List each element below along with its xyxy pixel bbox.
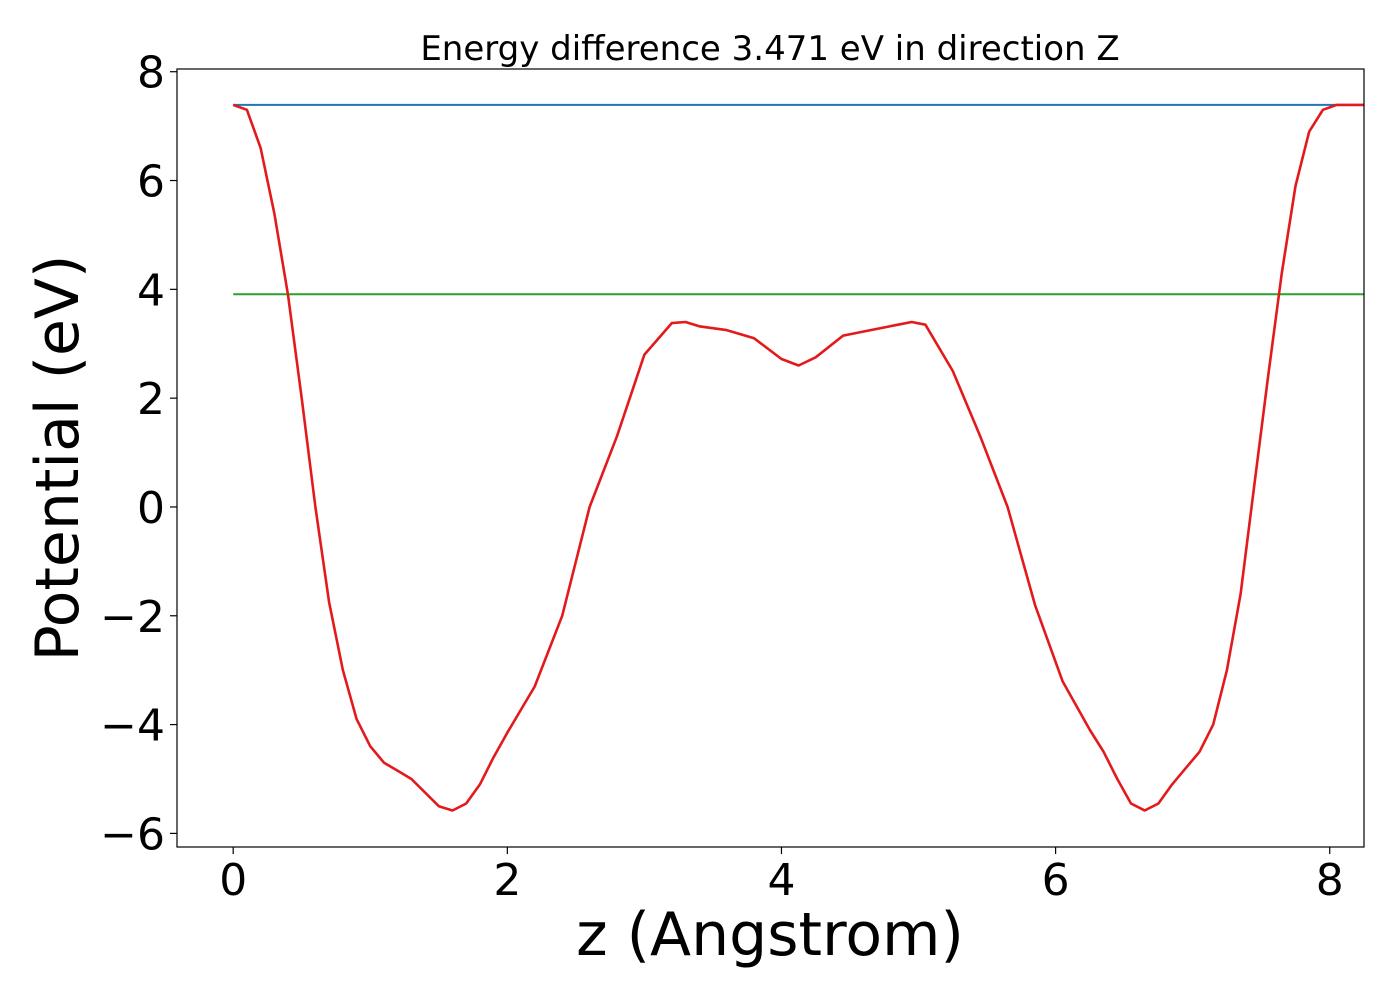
x-tick-label: 2 <box>493 855 521 906</box>
x-tick-label: 6 <box>1042 855 1070 906</box>
y-axis-label: Potential (eV) <box>23 255 93 662</box>
series-layer <box>232 103 1364 812</box>
x-axis-label: z (Angstrom) <box>576 900 964 970</box>
chart-title: Energy difference 3.471 eV in direction … <box>420 29 1119 69</box>
series-line-3 <box>232 103 1364 812</box>
plot-frame <box>176 68 1365 848</box>
y-tick-label: 0 <box>137 483 165 534</box>
y-tick-label: −6 <box>100 809 165 860</box>
y-tick-label: 4 <box>137 265 165 316</box>
x-tick-label: 4 <box>767 855 795 906</box>
y-tick-label: 6 <box>137 157 165 208</box>
y-tick-label: 8 <box>137 48 165 99</box>
y-tick-label: 2 <box>137 374 165 425</box>
y-tick-label: −4 <box>100 701 165 752</box>
x-tick-label: 0 <box>219 855 247 906</box>
y-tick-label: −2 <box>100 592 165 643</box>
y-axis: −6 −4 −2 0 2 4 6 8 <box>100 48 177 860</box>
x-axis: 0 2 4 6 8 <box>219 847 1344 906</box>
x-tick-label: 8 <box>1316 855 1344 906</box>
